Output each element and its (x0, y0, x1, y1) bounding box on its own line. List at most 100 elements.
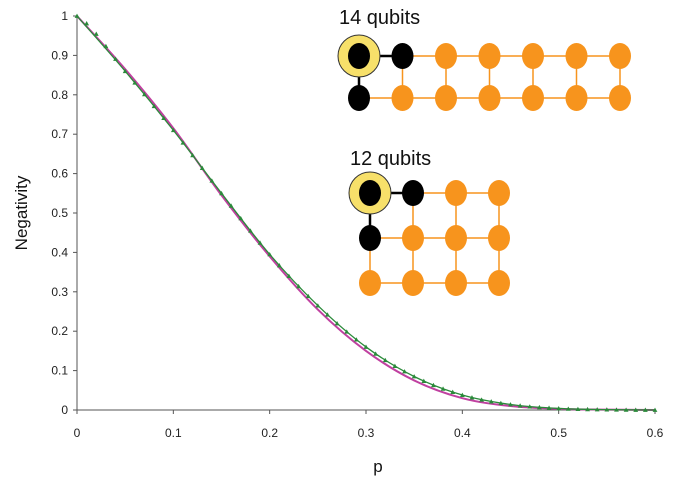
series-1-marker (209, 178, 215, 183)
qubit-node (609, 85, 631, 111)
series-1-marker (421, 378, 427, 383)
y-tick-label: 0.7 (51, 127, 68, 141)
series-1-marker (296, 283, 301, 289)
y-tick-label: 0.3 (51, 285, 68, 299)
y-tick-label: 0.5 (51, 206, 68, 220)
series-1-marker (257, 240, 263, 245)
series-1-marker (614, 407, 619, 412)
series-1-marker (228, 203, 234, 208)
qubit-node (435, 43, 457, 69)
series-1-marker (161, 115, 167, 121)
y-tick-label: 0 (61, 403, 68, 417)
qubit-node (435, 85, 457, 111)
inset-12-qubits: 12 qubits (348, 148, 510, 296)
qubit-node-black (359, 225, 381, 251)
series-1-marker (498, 400, 504, 406)
series-1-marker (508, 402, 513, 407)
series-1-marker (431, 382, 436, 388)
qubit-node (402, 270, 424, 296)
series-1-marker (74, 13, 80, 18)
series-1-marker (334, 321, 340, 326)
series-1-marker (565, 406, 571, 411)
series-1-marker (594, 407, 600, 412)
series-1-marker (642, 407, 648, 412)
qubit-node (488, 180, 510, 206)
series-1-marker (84, 21, 90, 26)
series-1-marker (392, 363, 398, 368)
x-tick-label: 0.3 (358, 426, 375, 440)
series-1-marker (469, 395, 475, 400)
series-1-marker (585, 406, 590, 412)
series-1-marker (488, 399, 494, 404)
series-1-marker (113, 56, 118, 61)
qubit-node-black (348, 85, 370, 111)
series-1-marker (537, 404, 542, 410)
series-1-marker (122, 68, 128, 74)
series-1-marker (575, 406, 581, 412)
qubit-node (565, 43, 588, 69)
qubit-node (488, 225, 510, 251)
x-tick-label: 0 (74, 426, 81, 440)
y-tick-label: 1 (61, 9, 68, 23)
qubit-node-black (359, 180, 381, 206)
tick-labels: 0 0.1 0.2 0.3 0.4 0.5 0.6 0 0.1 0.2 0.3 0.4 0.5 0.6 0.… (51, 9, 663, 440)
qubit-node (522, 43, 544, 69)
inset-14-qubits: 14 qubits (337, 7, 631, 111)
inset-12-qubits-label: 12 qubits (350, 148, 431, 170)
series-1-marker (633, 407, 639, 412)
series-1-marker (450, 389, 456, 395)
series-1-marker (142, 91, 147, 97)
x-tick-label: 0.5 (550, 426, 567, 440)
series-1-marker (556, 406, 562, 411)
qubit-node (445, 270, 467, 296)
series-1-marker (459, 392, 465, 397)
qubit-node (522, 85, 544, 111)
series-1-marker (286, 273, 292, 278)
series-1-marker (623, 407, 629, 412)
series-1-marker (219, 190, 224, 196)
qubit-node (488, 270, 510, 296)
y-tick-label: 0.4 (51, 245, 68, 259)
y-tick-label: 0.9 (51, 48, 68, 62)
qubit-node-black (402, 180, 424, 206)
series-1-marker (248, 228, 253, 233)
qubit-node (445, 180, 467, 206)
x-tick-label: 0.6 (647, 426, 664, 440)
qubit-node (478, 43, 501, 69)
series-1-marker (305, 293, 311, 299)
qubit-node-black (391, 43, 414, 69)
series-1-marker (190, 152, 195, 158)
series-1-marker (344, 329, 350, 334)
series-1-marker (103, 43, 109, 49)
series-1-marker (315, 303, 321, 308)
series-1-marker (411, 374, 417, 379)
qubit-node-black (348, 43, 370, 69)
qubit-node (402, 225, 424, 251)
x-tick-label: 0.1 (165, 426, 182, 440)
qubit-node (445, 225, 467, 251)
qubit-node (565, 85, 588, 111)
series-layer (74, 13, 658, 412)
series-1-marker (604, 407, 610, 412)
series-1-marker (373, 351, 379, 356)
qubit-node (478, 85, 501, 111)
series-1-marker (402, 369, 407, 374)
series-1-marker (652, 407, 658, 412)
inset-14-qubits-label: 14 qubits (339, 7, 420, 29)
series-1-marker (527, 404, 533, 409)
y-tick-label: 0.2 (51, 324, 68, 338)
qubit-node (609, 43, 631, 69)
qubit-node (391, 85, 414, 111)
series-1-marker (546, 405, 552, 410)
y-axis-title: Negativity (12, 175, 31, 250)
series-1-marker (479, 397, 484, 402)
y-tick-label: 0.8 (51, 88, 68, 102)
series-1-marker (170, 127, 176, 133)
series-1-marker (276, 263, 282, 268)
series-1-marker (238, 215, 244, 221)
series-1-marker (353, 337, 359, 342)
series-1-marker (517, 403, 523, 408)
series-1-marker (93, 31, 99, 36)
x-tick-label: 0.4 (454, 426, 471, 440)
